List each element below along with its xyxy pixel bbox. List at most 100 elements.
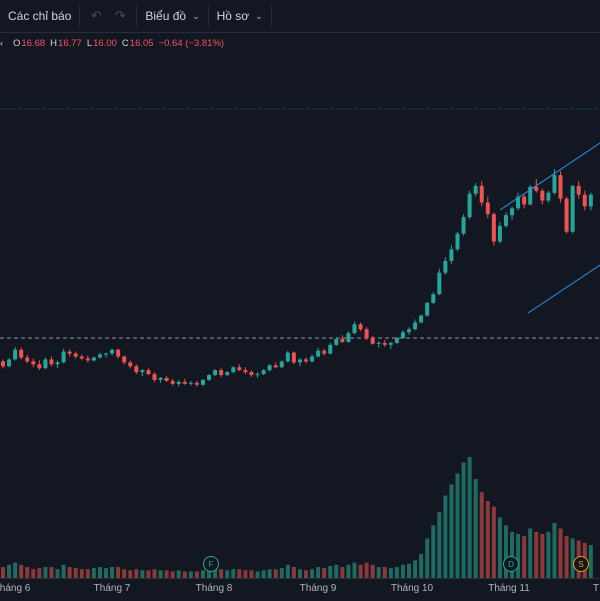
chevron-down-icon: ⌄	[192, 10, 200, 21]
candle-body	[67, 351, 72, 354]
candle-body	[231, 367, 236, 373]
candle-body	[370, 338, 375, 344]
volume-bar	[534, 531, 539, 578]
candle-body	[516, 196, 521, 209]
volume-bar	[279, 568, 284, 578]
candle-body	[346, 333, 351, 342]
event-marker-f[interactable]: F	[203, 556, 219, 572]
candle-body	[449, 249, 454, 261]
volume-bar	[285, 564, 290, 578]
candle-body	[522, 196, 527, 205]
event-marker-d[interactable]: D	[503, 556, 519, 572]
x-tick-label: Tháng 6	[0, 583, 31, 594]
candle-body	[479, 185, 484, 203]
volume-bar	[213, 568, 218, 578]
volume-bar	[382, 567, 387, 578]
volume-bar	[443, 495, 448, 578]
close-label: C	[121, 37, 129, 49]
volume-bar	[491, 506, 496, 578]
candle-body	[170, 380, 175, 384]
volume-bar	[116, 567, 121, 578]
volume-bar	[267, 569, 272, 578]
volume-bar	[473, 479, 478, 578]
volume-bar	[207, 569, 212, 578]
volume-bar	[79, 569, 84, 578]
candle-body	[491, 214, 496, 242]
volume-bar	[328, 565, 333, 578]
volume-bar	[455, 473, 460, 578]
volume-bar	[225, 570, 230, 578]
undo-redo-group: ↶ ↷	[80, 0, 136, 32]
price-chart[interactable]	[0, 33, 600, 578]
x-tick-label: Tháng 11	[488, 583, 530, 594]
candle-body	[110, 349, 115, 354]
volume-bar	[522, 536, 527, 578]
chart-type-dropdown[interactable]: Biểu đồ ⌄	[137, 0, 207, 32]
time-axis[interactable]: Tháng 6 Tháng 7 Tháng 8 Tháng 9 Tháng 10…	[0, 578, 600, 601]
profile-dropdown[interactable]: Hồ sơ ⌄	[209, 0, 271, 32]
redo-icon[interactable]: ↷	[114, 8, 126, 23]
chart-type-label: Biểu đồ	[145, 9, 187, 23]
volume-bar	[188, 571, 193, 578]
candlestick-chart[interactable]	[0, 33, 600, 578]
volume-bar	[558, 528, 563, 578]
candle-body	[85, 358, 90, 361]
candle-body	[400, 332, 405, 338]
candle-body	[225, 372, 230, 376]
event-marker-s[interactable]: S	[573, 556, 589, 572]
volume-bar	[376, 567, 381, 578]
volume-bar	[249, 570, 254, 578]
candle-body	[540, 190, 545, 201]
high-value: 16.77	[58, 37, 82, 49]
candle-body	[546, 192, 551, 201]
channel-lower-line	[527, 264, 600, 314]
candle-body	[364, 329, 369, 338]
indicators-button[interactable]: Các chỉ báo	[0, 0, 79, 32]
volume-bar	[231, 569, 236, 578]
volume-bar	[304, 570, 308, 578]
candle-body	[128, 362, 133, 367]
candle-body	[146, 370, 151, 375]
volume-bar	[388, 568, 393, 578]
volume-bar	[503, 525, 508, 578]
candle-body	[261, 370, 266, 375]
volume-bar	[407, 563, 412, 578]
volume-bar	[255, 571, 260, 578]
volume-bar	[122, 569, 127, 578]
symbol-collapse-icon[interactable]: ‹	[0, 38, 3, 48]
toolbar-divider	[270, 6, 272, 26]
candle-body	[49, 359, 54, 365]
volume-bar	[431, 525, 436, 578]
volume-bar	[352, 562, 357, 578]
volume-bar	[516, 534, 521, 578]
x-tick-label: Tháng 8	[195, 583, 233, 594]
volume-bar	[73, 568, 78, 578]
candle-body	[388, 342, 393, 345]
volume-bar	[146, 570, 151, 578]
undo-icon[interactable]: ↶	[90, 8, 102, 23]
candle-body	[570, 185, 575, 232]
volume-bar	[219, 569, 224, 578]
candle-body	[91, 357, 96, 361]
candle-body	[376, 342, 381, 344]
volume-bar	[467, 457, 472, 578]
candle-body	[564, 198, 569, 232]
candle-body	[431, 294, 436, 303]
candle-body	[328, 344, 333, 354]
volume-bar	[588, 545, 593, 578]
volume-bar	[425, 538, 430, 578]
channel-upper-line	[499, 142, 600, 211]
candle-body	[134, 366, 139, 373]
ohlc-legend: ‹ O 16.68 H 16.77 L 16.00 C 16.05 −0.64 …	[0, 36, 229, 50]
candle-body	[219, 370, 224, 376]
candle-body	[243, 370, 248, 373]
candle-body	[176, 381, 181, 384]
candle-body	[237, 367, 242, 371]
candle-body	[73, 353, 78, 357]
candle-body	[158, 377, 163, 380]
volume-bar	[400, 564, 405, 578]
candle-body	[528, 186, 533, 205]
volume-bar	[510, 531, 515, 578]
candle-body	[352, 324, 357, 334]
candle-body	[97, 354, 102, 358]
